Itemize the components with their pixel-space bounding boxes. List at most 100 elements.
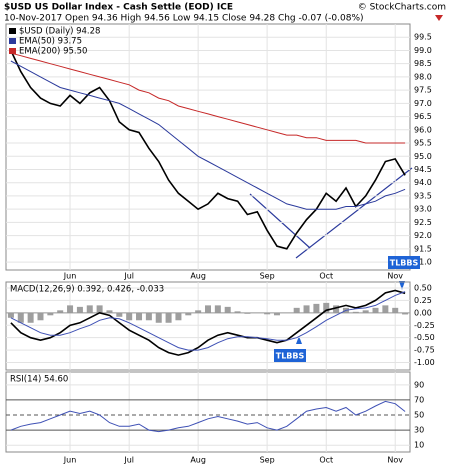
x-tick-label: Aug [190,272,206,281]
histogram-bar [264,312,271,315]
histogram-bar [313,303,320,313]
y-tick-label: 95.0 [414,152,432,161]
y-tick-label: 96.0 [414,125,432,134]
x-tick-label: Aug [190,456,206,465]
x-tick-label: Jun [63,456,77,465]
histogram-bar [402,312,409,315]
histogram-bar [27,312,34,323]
histogram-bar [382,305,389,313]
annotation: TLBBS [276,352,305,361]
chart-title: $USD US Dollar Index - Cash Settle (EOD)… [4,3,233,13]
legend-swatch [9,28,16,34]
x-tick-label: Jul [123,272,134,281]
series-line [10,400,406,433]
histogram-bar [7,312,14,318]
y-tick-label: 98.0 [414,72,432,81]
y-tick-label: 97.5 [414,86,432,95]
y-tick-label: 0.50 [414,283,432,292]
y-tick-label: 94.0 [414,178,432,187]
x-tick-label: Oct [319,456,333,465]
y-tick-label: 70 [414,395,424,404]
histogram-bar [37,312,44,321]
legend-label: $USD (Daily) 94.28 [19,27,100,37]
annotation-box [274,349,306,362]
y-tick-label: -0.50 [414,333,435,342]
histogram-bar [303,305,310,313]
y-tick-label: 90 [414,380,424,389]
y-tick-label: -1.00 [414,358,435,367]
y-tick-label: 0.00 [414,308,432,317]
histogram-bar [392,307,399,313]
panel-frame [5,23,411,271]
y-tick-label: 94.5 [414,165,432,174]
histogram-bar [67,305,74,313]
x-tick-label: Sep [260,456,275,465]
histogram-bar [17,312,24,323]
y-tick-label: 96.5 [414,112,432,121]
annotation: TLBBS [390,259,419,268]
arrow [399,281,405,290]
histogram-bar [116,312,123,317]
histogram-bar [47,312,54,316]
x-tick-label: Nov [387,456,403,465]
histogram-bar [372,307,379,313]
y-tick-label: 50 [414,411,424,420]
y-tick-label: 30 [414,426,424,435]
x-tick-label: Nov [387,272,403,281]
histogram-bar [195,310,202,313]
histogram-bar [76,306,83,313]
series-line [10,52,406,144]
legend-swatch [9,48,16,54]
histogram-bar [126,312,133,321]
panel-frame [5,281,411,371]
annotation-box [388,256,420,269]
panel-frame [5,371,411,453]
y-tick-label: 95.5 [414,139,432,148]
legend-label: EMA(50) 93.75 [19,37,82,47]
down-arrow [435,15,443,21]
histogram-bar [145,312,152,321]
histogram-bar [323,302,330,313]
histogram-bar [234,311,241,313]
y-tick-label: 99.5 [414,33,432,42]
histogram-bar [205,305,211,313]
histogram-bar [185,312,192,316]
histogram-bar [106,310,113,313]
histogram-bar [175,312,182,321]
y-tick-label: 93.5 [414,191,432,200]
histogram-bar [96,305,103,313]
x-tick-label: Oct [319,272,333,281]
histogram-bar [273,312,280,316]
series-line [10,289,406,356]
trendline [249,193,311,249]
chart-subtitle: 10-Nov-2017 Open 94.36 High 94.56 Low 94… [4,14,364,24]
x-tick-label: Jul [123,456,134,465]
series-line [10,291,406,351]
histogram-bar [293,307,300,313]
panel-title: RSI(14) 54.60 [10,375,68,385]
histogram-bar [57,310,64,313]
panel-title: MACD(12,26,9) 0.392, 0.426, -0.033 [10,285,164,295]
histogram-bar [333,305,340,313]
y-tick-label: -0.25 [414,321,435,330]
y-tick-label: 0.25 [414,296,432,305]
y-tick-label: 92.5 [414,218,432,227]
histogram-bar [86,305,93,313]
histogram-bar [214,305,221,313]
y-tick-label: 93.0 [414,205,432,214]
y-tick-label: 10 [414,441,424,450]
y-tick-label: -0.75 [414,346,435,355]
y-tick-label: 98.5 [414,59,432,68]
histogram-bar [362,310,369,313]
credit: © StockCharts.com [358,3,446,13]
legend-label: EMA(200) 95.50 [19,47,87,57]
y-tick-label: 99.0 [414,46,432,55]
y-tick-label: 91.5 [414,244,432,253]
y-tick-label: 91.0 [414,258,432,267]
series-line [10,60,406,210]
histogram-bar [224,306,231,313]
x-tick-label: Sep [260,272,275,281]
series-line [10,50,406,250]
legend-swatch [9,38,16,44]
